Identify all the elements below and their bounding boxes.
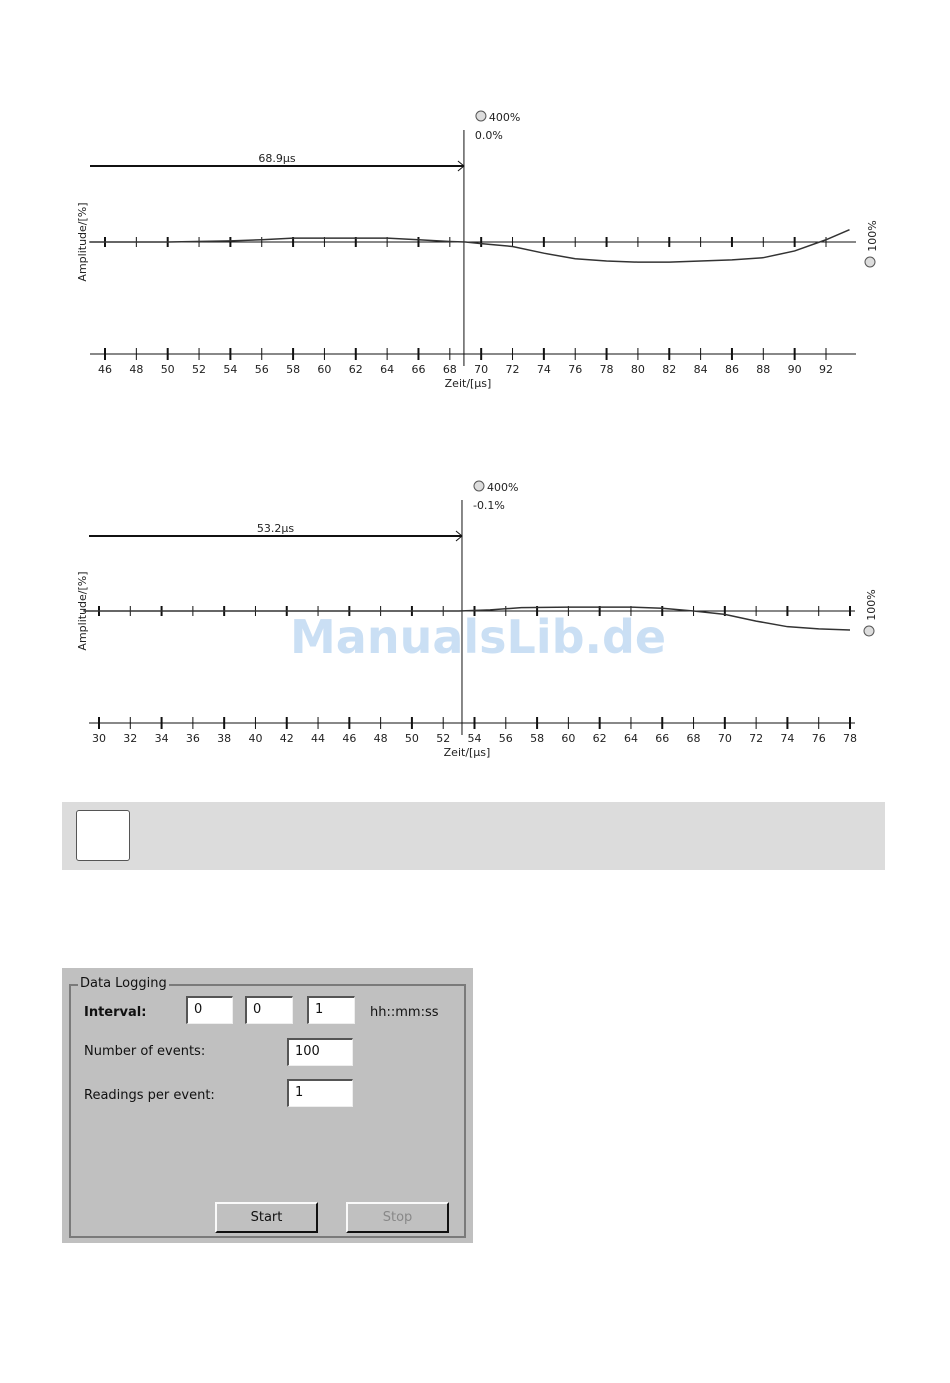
events-field[interactable]: 100 bbox=[287, 1038, 353, 1066]
x-tick-label: 78 bbox=[843, 732, 857, 745]
note-box bbox=[62, 802, 885, 870]
right-zoom-label: 100% bbox=[865, 589, 878, 620]
x-tick-label: 48 bbox=[129, 363, 143, 376]
x-tick-label: 56 bbox=[499, 732, 513, 745]
x-tick-label: 84 bbox=[694, 363, 708, 376]
x-tick-label: 60 bbox=[317, 363, 331, 376]
x-tick-label: 70 bbox=[718, 732, 732, 745]
x-tick-label: 52 bbox=[192, 363, 206, 376]
zoom-icon bbox=[473, 480, 485, 492]
x-tick-label: 62 bbox=[593, 732, 607, 745]
interval-unit-label: hh::mm:ss bbox=[370, 1005, 439, 1020]
zoom-icon bbox=[475, 110, 487, 122]
waveform-line bbox=[89, 228, 850, 263]
x-tick-label: 92 bbox=[819, 363, 833, 376]
readings-label: Readings per event: bbox=[84, 1088, 215, 1103]
x-axis-label: Zeit/[µs] bbox=[444, 746, 491, 759]
zoom-label: 400% bbox=[489, 111, 520, 124]
x-tick-label: 60 bbox=[561, 732, 575, 745]
y-axis-label: Amplitude/[%] bbox=[76, 571, 89, 650]
cursor-time-label: 68.9µs bbox=[258, 152, 295, 165]
x-tick-label: 54 bbox=[223, 363, 237, 376]
x-tick-label: 70 bbox=[474, 363, 488, 376]
x-tick-label: 50 bbox=[161, 363, 175, 376]
x-tick-label: 86 bbox=[725, 363, 739, 376]
cursor-value-label: -0.1% bbox=[473, 499, 505, 512]
x-tick-label: 46 bbox=[342, 732, 356, 745]
right-zoom-icon bbox=[864, 256, 876, 268]
x-tick-label: 78 bbox=[600, 363, 614, 376]
waveform-chart-1: 46 48 50 52 54 56 58 60 62 64 66 68 70 72 74 76 78 80 82 84… bbox=[76, 110, 879, 390]
x-tick-label: 50 bbox=[405, 732, 419, 745]
x-tick-label: 64 bbox=[624, 732, 638, 745]
x-tick-label: 30 bbox=[92, 732, 106, 745]
x-tick-label: 76 bbox=[812, 732, 826, 745]
cursor-time-label: 53.2µs bbox=[257, 522, 294, 535]
interval-label: Interval: bbox=[84, 1005, 147, 1020]
interval-hours-field[interactable]: 0 bbox=[186, 996, 233, 1024]
start-button[interactable]: Start bbox=[215, 1202, 318, 1233]
x-tick-label: 44 bbox=[311, 732, 325, 745]
x-tick-label: 74 bbox=[537, 363, 551, 376]
x-tick-label: 66 bbox=[411, 363, 425, 376]
waveform-chart-2: 30 32 34 36 38 40 42 44 46 48 50 52 54 56 58 60 62 64 66 68… bbox=[76, 480, 878, 759]
x-tick-label: 58 bbox=[286, 363, 300, 376]
x-tick-label: 76 bbox=[568, 363, 582, 376]
data-logging-panel: Data Logging Interval: 0 0 1 hh::mm:ss N… bbox=[62, 968, 473, 1243]
x-tick-label: 38 bbox=[217, 732, 231, 745]
note-icon bbox=[76, 810, 130, 861]
x-tick-label: 36 bbox=[186, 732, 200, 745]
x-tick-label: 90 bbox=[788, 363, 802, 376]
x-tick-label: 72 bbox=[506, 363, 520, 376]
arrow-head bbox=[455, 530, 463, 542]
x-tick-label: 32 bbox=[123, 732, 137, 745]
x-tick-label: 64 bbox=[380, 363, 394, 376]
interval-minutes-field[interactable]: 0 bbox=[245, 996, 293, 1024]
right-zoom-icon bbox=[863, 625, 875, 637]
interval-seconds-field[interactable]: 1 bbox=[307, 996, 355, 1024]
x-tick-label: 88 bbox=[756, 363, 770, 376]
readings-field[interactable]: 1 bbox=[287, 1079, 353, 1107]
arrow-head bbox=[457, 160, 465, 172]
x-tick-label: 58 bbox=[530, 732, 544, 745]
x-tick-label: 72 bbox=[749, 732, 763, 745]
x-tick-label: 80 bbox=[631, 363, 645, 376]
x-tick-label: 74 bbox=[780, 732, 794, 745]
events-label: Number of events: bbox=[84, 1044, 206, 1059]
x-tick-label: 66 bbox=[655, 732, 669, 745]
cursor-value-label: 0.0% bbox=[475, 129, 503, 142]
x-tick-label: 54 bbox=[468, 732, 482, 745]
stop-button[interactable]: Stop bbox=[346, 1202, 449, 1233]
x-axis-label: Zeit/[µs] bbox=[445, 377, 492, 390]
x-tick-label: 48 bbox=[374, 732, 388, 745]
x-tick-label: 46 bbox=[98, 363, 112, 376]
x-tick-label: 52 bbox=[436, 732, 450, 745]
x-tick-label: 56 bbox=[255, 363, 269, 376]
x-tick-label: 82 bbox=[662, 363, 676, 376]
right-zoom-label: 100% bbox=[866, 220, 879, 251]
x-tick-label: 42 bbox=[280, 732, 294, 745]
x-tick-label: 68 bbox=[443, 363, 457, 376]
x-tick-label: 62 bbox=[349, 363, 363, 376]
x-tick-label: 34 bbox=[155, 732, 169, 745]
watermark: ManualsLib.de bbox=[290, 610, 667, 664]
x-tick-label: 68 bbox=[687, 732, 701, 745]
x-tick-label: 40 bbox=[248, 732, 262, 745]
zoom-label: 400% bbox=[487, 481, 518, 494]
data-logging-group bbox=[69, 984, 466, 1238]
y-axis-label: Amplitude/[%] bbox=[76, 202, 89, 281]
waveform-line bbox=[83, 606, 851, 631]
group-title: Data Logging bbox=[78, 976, 169, 991]
